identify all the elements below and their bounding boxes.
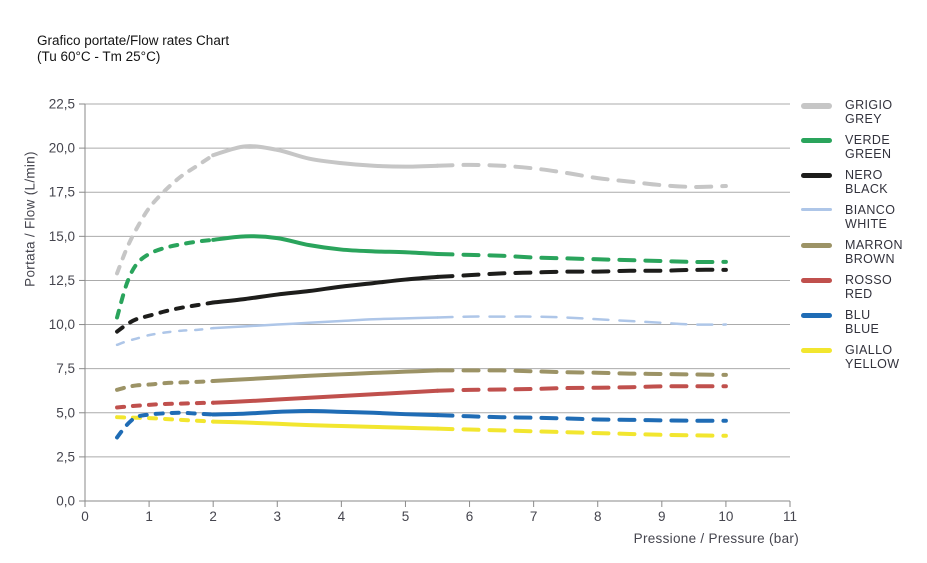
series-line-verde-green <box>211 234 440 256</box>
legend-item-nero: NERO BLACK <box>801 168 927 196</box>
chart-title-line1: Grafico portate/Flow rates Chart <box>37 33 230 48</box>
x-tick-label: 10 <box>718 509 733 524</box>
y-tick-label: 0,0 <box>56 494 75 509</box>
x-tick-label: 3 <box>274 509 282 524</box>
legend-label: NERO BLACK <box>845 168 888 196</box>
y-tick-label: 15,0 <box>49 229 75 244</box>
legend-item-giallo: GIALLO YELLOW <box>801 343 927 371</box>
legend-item-verde: VERDE GREEN <box>801 133 927 161</box>
series-line-blu-blue <box>211 409 440 418</box>
series-line-grigio-grey <box>435 162 728 189</box>
y-tick-label: 12,5 <box>49 273 75 288</box>
legend-item-bianco: BIANCO WHITE <box>801 203 927 231</box>
x-tick-label: 5 <box>402 509 410 524</box>
x-tick-label: 0 <box>81 509 89 524</box>
series-line-marron-brown <box>211 368 440 384</box>
legend-swatch-marron <box>801 243 832 248</box>
y-tick-label: 2,5 <box>56 449 75 464</box>
series-line-giallo-yellow <box>435 426 728 438</box>
legend-swatch-rosso <box>801 278 832 283</box>
series-line-bianco-white <box>115 326 215 347</box>
x-axis-title: Pressione / Pressure (bar) <box>633 531 799 546</box>
series-line-rosso-red <box>211 388 440 405</box>
y-tick-label: 7,5 <box>56 361 75 376</box>
series-line-nero-black <box>435 267 728 279</box>
x-tick-label: 4 <box>338 509 346 524</box>
legend-label: GRIGIO GREY <box>845 98 893 126</box>
series-line-blu-blue <box>435 413 728 423</box>
x-tick-label: 9 <box>658 509 666 524</box>
series-line-grigio-grey <box>115 153 216 276</box>
legend-label: BIANCO WHITE <box>845 203 896 231</box>
x-tick-label: 2 <box>209 509 217 524</box>
series-line-bianco-white <box>211 316 439 330</box>
chart-title-line2: (Tu 60°C - Tm 25°C) <box>37 49 161 64</box>
legend-swatch-giallo <box>801 348 832 353</box>
legend-swatch-nero <box>801 173 832 178</box>
series-line-nero-black <box>115 300 216 334</box>
legend-label: GIALLO YELLOW <box>845 343 900 371</box>
series-line-rosso-red <box>435 384 728 393</box>
x-tick-label: 11 <box>783 509 797 524</box>
legend-item-grigio: GRIGIO GREY <box>801 98 927 126</box>
legend-swatch-grigio <box>801 103 832 109</box>
series-line-grigio-grey <box>211 144 440 169</box>
series-line-blu-blue <box>115 410 216 440</box>
series-line-rosso-red <box>115 400 216 410</box>
y-tick-label: 5,0 <box>56 405 75 420</box>
series-line-marron-brown <box>435 368 728 377</box>
x-tick-label: 8 <box>594 509 602 524</box>
y-tick-label: 10,0 <box>49 317 75 332</box>
series-line-verde-green <box>115 237 216 320</box>
legend-swatch-verde <box>801 138 832 143</box>
series-line-nero-black <box>211 274 440 305</box>
y-tick-label: 20,0 <box>49 141 75 156</box>
legend-label: MARRON BROWN <box>845 238 903 266</box>
y-tick-label: 22,5 <box>49 97 75 112</box>
legend-label: ROSSO RED <box>845 273 893 301</box>
x-tick-label: 6 <box>466 509 474 524</box>
series-line-verde-green <box>435 251 728 264</box>
legend-item-rosso: ROSSO RED <box>801 273 927 301</box>
legend-item-blu: BLU BLUE <box>801 308 927 336</box>
chart-title: Grafico portate/Flow rates Chart (Tu 60°… <box>37 33 229 65</box>
chart-legend: GRIGIO GREY VERDE GREEN NERO BLACK BIANC… <box>801 98 927 378</box>
x-tick-label: 1 <box>145 509 153 524</box>
series-line-giallo-yellow <box>115 415 216 424</box>
y-tick-label: 17,5 <box>49 185 75 200</box>
series-line-marron-brown <box>115 379 216 392</box>
legend-label: VERDE GREEN <box>845 133 892 161</box>
legend-label: BLU BLUE <box>845 308 880 336</box>
legend-swatch-blu <box>801 313 832 318</box>
x-tick-label: 7 <box>530 509 538 524</box>
series-line-giallo-yellow <box>211 419 440 431</box>
legend-swatch-bianco <box>801 208 832 211</box>
series-line-bianco-white <box>436 315 728 326</box>
legend-item-marron: MARRON BROWN <box>801 238 927 266</box>
